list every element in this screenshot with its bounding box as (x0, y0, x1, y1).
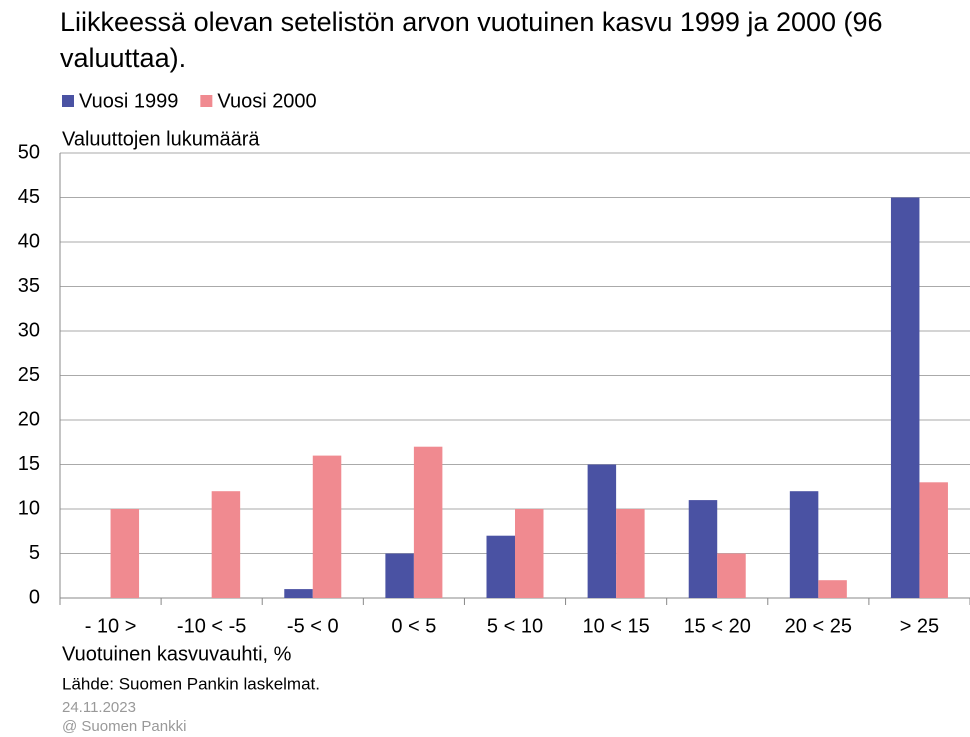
bar (413, 446, 443, 598)
copyright: @ Suomen Pankki (62, 718, 186, 735)
bar (385, 553, 414, 598)
x-tick-label: - 10 > (85, 615, 137, 637)
y-tick-label: 0 (29, 586, 40, 608)
y-tick-label: 15 (18, 453, 40, 475)
date: 24.11.2023 (62, 699, 136, 716)
chart-title: Liikkeessä olevan setelistön arvon vuotu… (60, 7, 883, 73)
bar (616, 509, 645, 598)
y-axis-label: Valuuttojen lukumäärä (62, 128, 260, 150)
bar (919, 482, 948, 598)
bar (312, 455, 342, 598)
bar (486, 535, 515, 598)
x-tick-label: -5 < 0 (287, 615, 339, 637)
bar (688, 500, 718, 598)
x-tick-label: -10 < -5 (177, 615, 246, 637)
legend-label: Vuosi 2000 (217, 90, 316, 112)
x-axis-label: Vuotuinen kasvuvauhti, % (62, 643, 292, 665)
x-tick-label: 10 < 15 (582, 615, 649, 637)
y-tick-label: 25 (18, 364, 40, 386)
y-tick-label: 30 (18, 319, 40, 341)
source: Lähde: Suomen Pankin laskelmat. (62, 674, 320, 693)
bar (717, 553, 746, 598)
x-tick-label: 20 < 25 (785, 615, 852, 637)
y-tick-label: 45 (18, 186, 40, 208)
y-tick-label: 35 (18, 275, 40, 297)
x-tick-label: > 25 (900, 615, 939, 637)
bar (789, 491, 819, 598)
bar (110, 509, 140, 598)
bar (818, 580, 847, 598)
y-tick-label: 40 (18, 230, 40, 252)
bar (211, 491, 241, 598)
y-tick-label: 20 (18, 408, 40, 430)
y-tick-label: 5 (29, 542, 40, 564)
legend-swatch (62, 95, 74, 107)
bar (587, 464, 617, 598)
bar (890, 197, 920, 598)
legend-swatch (200, 95, 213, 107)
x-tick-label: 0 < 5 (391, 615, 436, 637)
bar (284, 589, 313, 598)
legend-label: Vuosi 1999 (79, 90, 178, 112)
x-tick-label: 15 < 20 (684, 615, 751, 637)
bar (515, 509, 544, 598)
y-tick-label: 10 (18, 497, 40, 519)
y-tick-label: 50 (18, 141, 40, 163)
x-tick-label: 5 < 10 (487, 615, 543, 637)
